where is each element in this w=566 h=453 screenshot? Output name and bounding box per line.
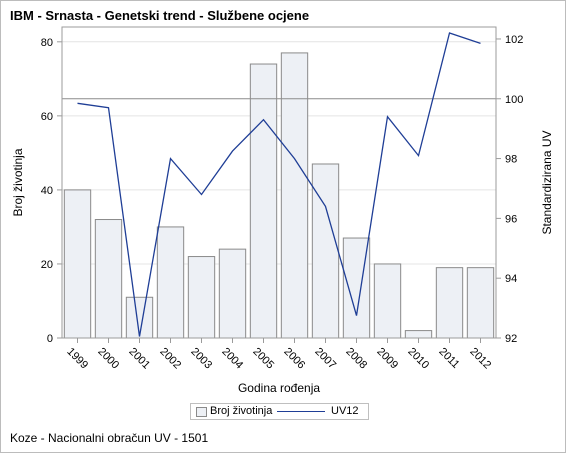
left-tick-label: 20 — [41, 259, 53, 271]
left-axis-title: Broj životinja — [11, 148, 25, 216]
x-tick-label: 2005 — [250, 346, 276, 372]
right-tick-label: 98 — [505, 154, 517, 166]
bar-1999 — [63, 189, 92, 339]
x-tick-label: 2001 — [126, 346, 152, 372]
x-tick-label: 2009 — [374, 346, 400, 372]
footnote: Koze - Nacionalni obračun UV - 1501 — [10, 431, 209, 445]
bar-2003 — [187, 256, 216, 339]
right-tick-label: 92 — [505, 333, 517, 345]
x-tick-label: 2007 — [312, 346, 338, 372]
bar-2009 — [373, 263, 402, 339]
x-tick-label: 2004 — [219, 346, 245, 372]
legend: Broj životinja UV12 — [190, 403, 369, 420]
left-tick-label: 40 — [41, 185, 53, 197]
bar-2007 — [311, 163, 340, 339]
left-tick-label: 0 — [47, 333, 53, 345]
x-tick-label: 2010 — [405, 346, 431, 372]
x-tick-label: 2002 — [157, 346, 183, 372]
bar-2010 — [404, 330, 433, 339]
chart-title: IBM - Srnasta - Genetski trend - Služben… — [10, 8, 310, 23]
plot-area-border — [61, 26, 497, 339]
bar-2002 — [156, 226, 185, 339]
bar-2011 — [435, 267, 464, 339]
right-tick-label: 96 — [505, 213, 517, 225]
legend-line-swatch — [277, 411, 325, 412]
left-tick-label: 60 — [41, 111, 53, 123]
right-tick-label: 102 — [505, 34, 523, 46]
x-axis-title: Godina rođenja — [238, 381, 320, 395]
x-tick-label: 2012 — [467, 346, 493, 372]
right-axis-title: Standardizirana UV — [540, 130, 554, 234]
right-tick-label: 94 — [505, 273, 517, 285]
legend-label-bars: Broj životinja — [210, 405, 273, 417]
x-tick-label: 2008 — [343, 346, 369, 372]
bar-2000 — [94, 219, 123, 339]
bar-2006 — [280, 52, 309, 339]
x-tick-label: 2011 — [436, 346, 461, 371]
bar-2008 — [342, 237, 371, 339]
bar-2004 — [218, 248, 247, 339]
right-tick-label: 100 — [505, 94, 523, 106]
x-tick-label: 1999 — [64, 346, 90, 372]
x-tick-label: 2000 — [95, 346, 121, 372]
legend-label-line: UV12 — [331, 405, 359, 417]
x-tick-label: 2003 — [188, 346, 214, 372]
legend-bar-swatch — [196, 407, 207, 417]
left-tick-label: 80 — [41, 37, 53, 49]
x-tick-label: 2006 — [281, 346, 307, 372]
uv12-line — [77, 32, 481, 337]
bar-2005 — [249, 63, 278, 339]
bar-2012 — [466, 267, 495, 339]
